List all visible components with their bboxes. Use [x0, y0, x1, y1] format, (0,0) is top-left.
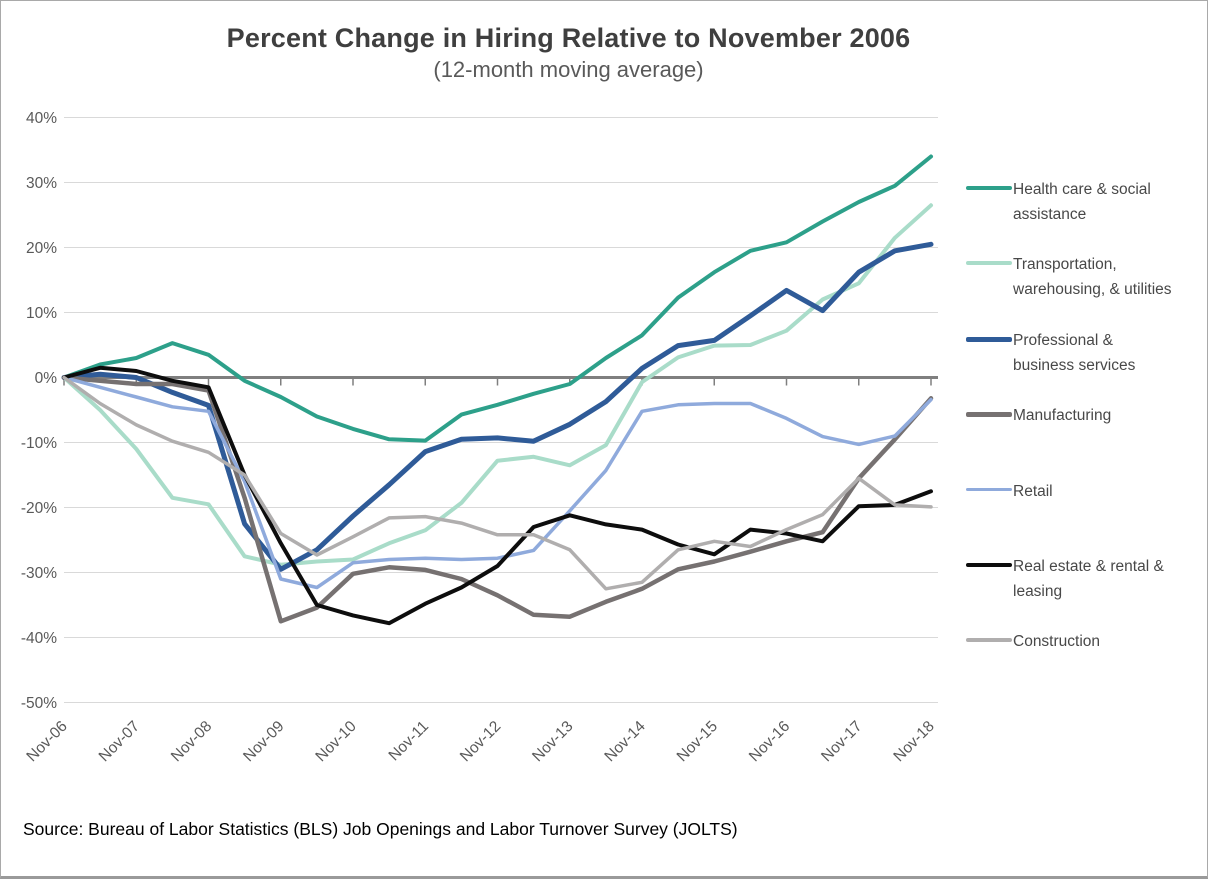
y-axis-label: 0%: [35, 370, 58, 387]
legend-item-manufacturing: Manufacturing: [966, 403, 1194, 428]
legend-item-health-care-social-assistance: Health care & social assistance: [966, 177, 1194, 227]
source-note: Source: Bureau of Labor Statistics (BLS)…: [23, 819, 738, 839]
x-axis-label: Nov-14: [601, 718, 649, 766]
x-axis-label: Nov-12: [457, 718, 504, 765]
legend-item-construction: Construction: [966, 629, 1194, 654]
y-axis-label: 20%: [26, 240, 57, 257]
x-axis-label: Nov-15: [674, 718, 721, 765]
legend-item-retail: Retail: [966, 479, 1194, 504]
y-axis-label: 10%: [26, 305, 57, 322]
x-axis-label: Nov-09: [240, 718, 287, 765]
chart-subtitle: (12-month moving average): [433, 57, 704, 82]
x-axis-label: Nov-10: [312, 718, 360, 766]
x-axis-label: Nov-13: [529, 718, 576, 765]
series-line-health-care-social-assistance: [62, 154, 933, 443]
legend-line-swatch-manufacturing: [966, 412, 1012, 417]
series-line-professional-business-services: [61, 241, 934, 572]
y-axis-label: -50%: [21, 695, 57, 712]
legend-line-swatch-retail: [966, 487, 1012, 492]
x-axis-label: Nov-18: [890, 718, 937, 765]
series-line-construction: [62, 375, 933, 591]
legend-label-professional-business-services: Professional & business services: [1013, 331, 1136, 374]
legend-label-retail: Retail: [1013, 482, 1053, 500]
series-line-manufacturing: [61, 375, 934, 624]
legend-item-transportation-warehousing-utilities: Transportation, warehousing, & utilities: [966, 252, 1194, 302]
y-axis-label: -40%: [21, 630, 57, 647]
legend-line-swatch-professional-business-services: [966, 336, 1012, 342]
legend-item-real-estate-rental-leasing: Real estate & rental & leasing: [966, 554, 1194, 604]
y-axis-label: 30%: [26, 175, 57, 192]
x-axis-label: Nov-17: [818, 718, 865, 765]
legend-line-swatch-health-care-social-assistance: [966, 186, 1012, 190]
series-line-real-estate-rental-leasing: [62, 365, 933, 626]
x-axis-label: Nov-16: [746, 718, 793, 765]
x-axis-label: Nov-06: [23, 718, 70, 765]
y-axis-label: -30%: [21, 565, 57, 582]
legend-line-swatch-real-estate-rental-leasing: [966, 563, 1012, 567]
y-axis-label: -10%: [21, 435, 57, 452]
legend-item-professional-business-services: Professional & business services: [966, 328, 1194, 378]
legend-label-manufacturing: Manufacturing: [1013, 407, 1112, 425]
x-axis-label: Nov-07: [96, 718, 143, 765]
series-line-transportation-warehousing-utilities: [62, 203, 933, 567]
legend-label-construction: Construction: [1013, 633, 1101, 651]
legend-label-transportation-warehousing-utilities: Transportation, warehousing, & utilities: [1013, 256, 1172, 299]
series-line-retail: [62, 375, 933, 590]
x-axis-label: Nov-08: [168, 718, 215, 765]
legend-label-health-care-social-assistance: Health care & social assistance: [1013, 181, 1151, 223]
legend-line-swatch-transportation-warehousing-utilities: [966, 261, 1012, 266]
y-axis-label: 40%: [26, 110, 57, 127]
legend-line-swatch-construction: [966, 638, 1012, 642]
x-axis-label: Nov-11: [386, 718, 433, 765]
y-axis-label: -20%: [21, 500, 57, 517]
legend-label-real-estate-rental-leasing: Real estate & rental & leasing: [1013, 558, 1164, 600]
chart-title: Percent Change in Hiring Relative to Nov…: [226, 23, 911, 53]
